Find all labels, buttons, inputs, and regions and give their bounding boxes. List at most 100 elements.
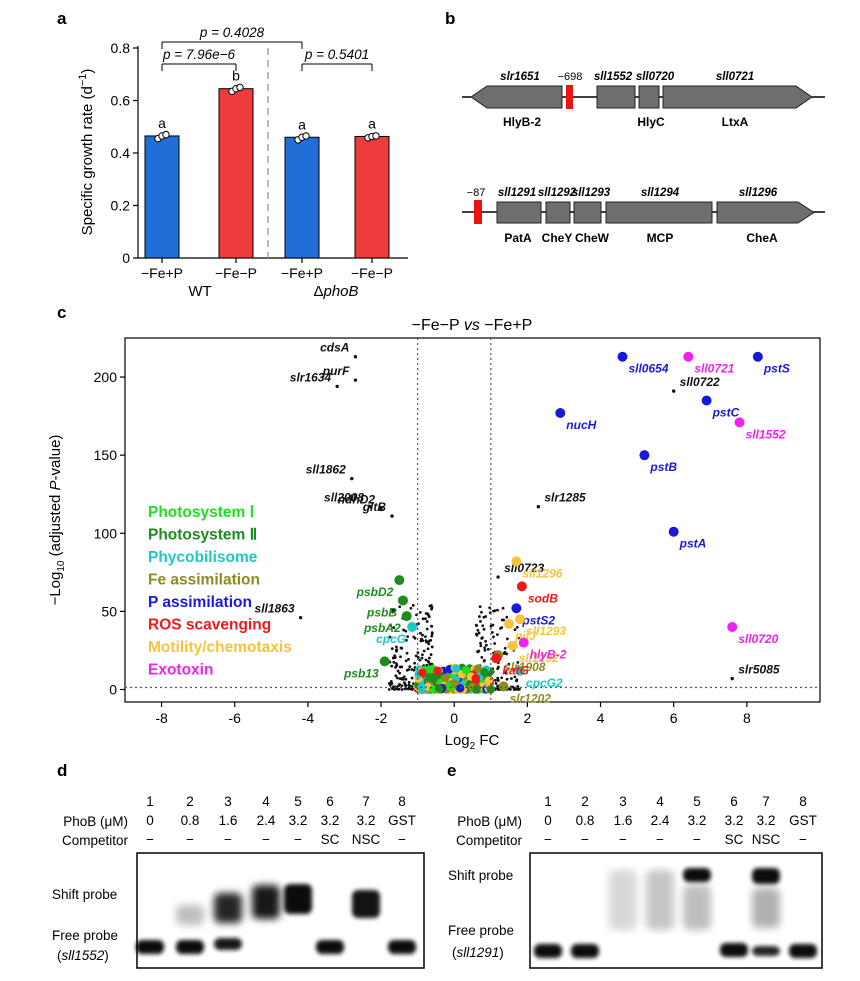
gene-point (474, 632, 478, 636)
gene-label: pstS2 (521, 613, 555, 627)
gene-point (513, 687, 516, 691)
phob-row-label: PhoB (μM) (63, 814, 128, 829)
gene-point (435, 684, 444, 693)
gene-label: pstC (712, 405, 740, 419)
gene-point (510, 677, 513, 680)
labeled-gene-point (335, 384, 339, 389)
gene-point (516, 685, 520, 688)
competitor-value: − (224, 832, 232, 847)
gel-band (136, 940, 164, 954)
lane-number: 3 (224, 794, 232, 809)
gene-label: slr1634 (290, 370, 332, 384)
gene-point (404, 684, 408, 688)
protein-name: MCP (647, 231, 674, 245)
lane-number: 1 (544, 794, 552, 809)
replicate-point (162, 130, 170, 139)
x-tick-label: −Fe+P (281, 265, 323, 281)
gene-point (500, 676, 504, 680)
labeled-gene-point (401, 611, 412, 622)
gene-point (456, 684, 465, 693)
gene-point (461, 665, 471, 675)
phob-value: 2.4 (257, 813, 276, 828)
gene-point (407, 680, 411, 684)
pvalue-mut: p = 0.5401 (301, 47, 373, 71)
gene-point (391, 656, 395, 660)
legend-item: P assimilation (148, 594, 252, 611)
gene-label: psbD2 (356, 585, 394, 599)
gene-point (418, 611, 422, 614)
gene-point (427, 660, 431, 664)
competitor-value: − (544, 832, 552, 847)
gene-point (505, 615, 509, 619)
gel-band (352, 890, 380, 918)
labeled-gene-point (507, 640, 518, 651)
gene-point (424, 658, 428, 662)
labeled-gene-point (350, 476, 354, 481)
gel-band (609, 870, 637, 930)
gene-point (429, 653, 433, 656)
gene-point (389, 623, 393, 627)
gene-point (451, 664, 461, 673)
gene-point (418, 658, 422, 662)
gel-band (252, 885, 280, 919)
gene-arrow-sll1294 (605, 201, 713, 224)
lane-number: 6 (326, 794, 334, 809)
gene-point (398, 677, 402, 681)
gene-arrow-sll1291 (496, 201, 542, 224)
y-tick-label: 0.4 (111, 145, 131, 161)
gel-lanes-d (136, 884, 416, 954)
labeled-gene-point (639, 450, 650, 461)
labeled-gene-point (496, 575, 500, 579)
gene-label: psbA2 (363, 621, 401, 635)
gene-point (480, 636, 484, 640)
panel-label-d: d (57, 761, 67, 780)
labeled-gene-point (671, 389, 676, 393)
panel-label-a: a (57, 9, 67, 28)
shift-probe-label: Shift probe (448, 868, 513, 883)
x-tick-label: −Fe−P (215, 265, 257, 281)
legend-item: Motility/chemotaxis (148, 639, 292, 656)
gene-name: sll1293 (572, 187, 611, 199)
gene-point (490, 630, 494, 634)
gene-point (496, 608, 499, 612)
volcano-background-points (387, 603, 521, 694)
legend-item: Exotoxin (148, 662, 213, 679)
gene-point (427, 615, 431, 619)
gene-point (479, 641, 482, 645)
gene-point (471, 674, 480, 683)
gene-point (477, 649, 481, 653)
svg-text:p = 0.5401: p = 0.5401 (304, 47, 369, 62)
gene-point (492, 609, 495, 613)
gene-name: sll1552 (594, 71, 633, 83)
gene-point (398, 665, 402, 669)
gene-point (407, 668, 411, 672)
gene-label: gltB (362, 500, 387, 514)
phob-value: 0.8 (576, 813, 595, 828)
x-tick-label: 6 (670, 710, 678, 726)
gene-point (390, 647, 394, 651)
gene-point (396, 676, 399, 680)
gene-point (441, 673, 450, 683)
free-probe-label: Free probe (448, 923, 514, 938)
labeled-gene-point (498, 681, 509, 692)
lane-number: 3 (619, 794, 627, 809)
gene-point (398, 671, 402, 675)
gene-label: katG (502, 663, 529, 677)
protein-name: HlyC (637, 115, 665, 129)
panel-c-volcano-plot: −Fe−P vs −Fe+P Log2 FC −Log10 (adjusted … (47, 317, 821, 752)
phob-value: GST (388, 813, 416, 828)
labeled-gene-point (555, 407, 566, 418)
lane-number: 5 (693, 794, 701, 809)
competitor-row-label: Competitor (62, 833, 129, 848)
promoter-box-row2 (474, 200, 482, 224)
gene-point (387, 688, 391, 691)
volcano-xlabel: Log2 FC (445, 732, 500, 752)
gene-point (486, 647, 490, 651)
labeled-gene-point (617, 351, 628, 362)
competitor-value: − (262, 832, 270, 847)
bar (284, 136, 320, 259)
phob-value: 3.2 (688, 813, 707, 828)
gel-band (646, 870, 674, 930)
svg-text:p = 0.4028: p = 0.4028 (199, 25, 265, 40)
